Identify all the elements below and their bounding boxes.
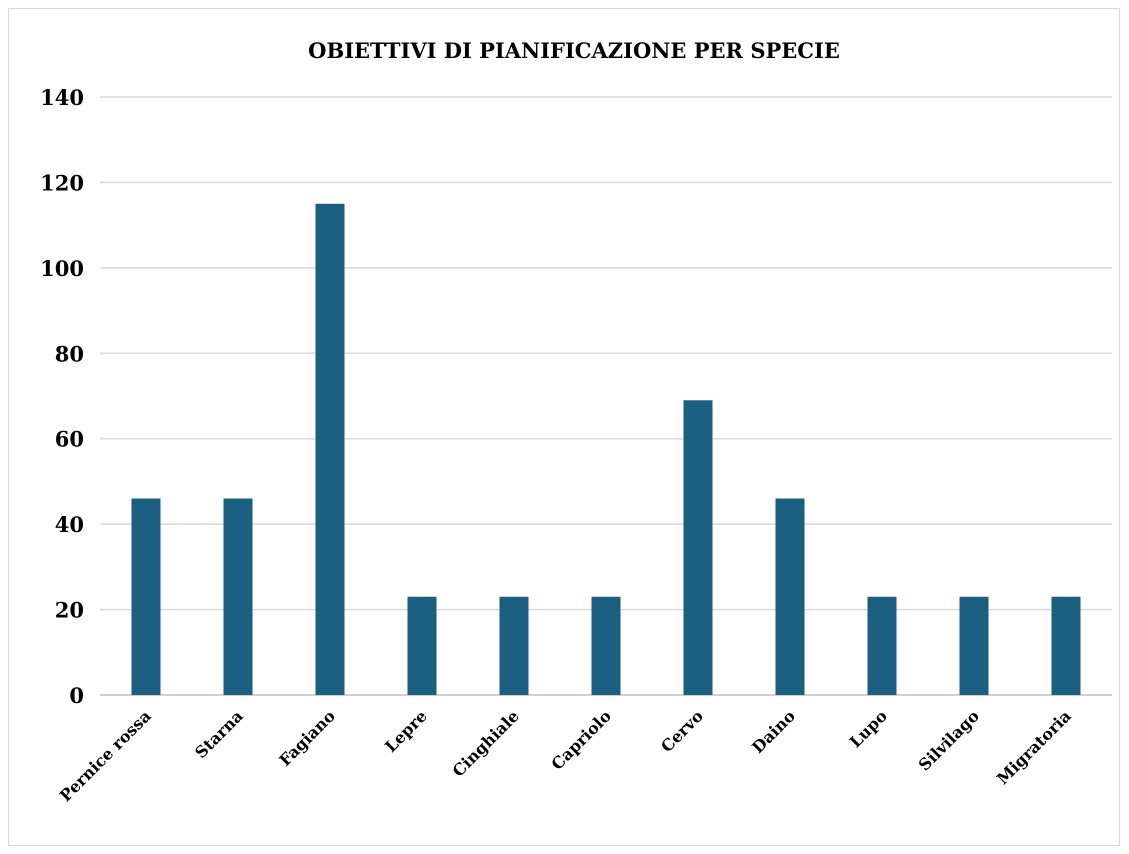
bar bbox=[315, 203, 345, 696]
x-tick-label: Daino bbox=[748, 706, 799, 757]
x-tick-label: Cervo bbox=[657, 706, 707, 756]
x-tick-label: Capriolo bbox=[547, 706, 615, 774]
bar bbox=[1051, 596, 1081, 695]
bar bbox=[591, 596, 621, 695]
bar bbox=[407, 596, 437, 695]
bar bbox=[959, 596, 989, 695]
x-tick-label: Fagiano bbox=[275, 706, 339, 770]
y-tick-label: 40 bbox=[55, 512, 84, 537]
gridlines bbox=[100, 96, 1112, 696]
y-tick-label: 60 bbox=[55, 427, 84, 452]
x-tick-label: Lupo bbox=[846, 706, 891, 751]
bar bbox=[223, 498, 253, 695]
bar bbox=[683, 400, 713, 695]
bar bbox=[499, 596, 529, 695]
chart-title: OBIETTIVI DI PIANIFICAZIONE PER SPECIE bbox=[308, 38, 840, 63]
y-axis-ticks: 0 20 40 60 80 100 120 140 bbox=[40, 85, 84, 708]
x-tick-label: Cinghiale bbox=[449, 706, 523, 780]
x-tick-label: Pernice rossa bbox=[56, 706, 155, 805]
chart-frame bbox=[8, 8, 1120, 846]
bar bbox=[775, 498, 805, 695]
y-tick-label: 100 bbox=[40, 256, 84, 281]
x-tick-label: Starna bbox=[191, 706, 247, 762]
x-tick-label: Migratoria bbox=[993, 706, 1075, 788]
x-tick-label: Lepre bbox=[381, 706, 431, 756]
y-tick-label: 120 bbox=[40, 170, 84, 195]
y-tick-label: 140 bbox=[40, 85, 84, 110]
bars bbox=[131, 203, 1081, 696]
y-tick-label: 80 bbox=[55, 341, 84, 366]
y-tick-label: 0 bbox=[69, 683, 84, 708]
y-tick-label: 20 bbox=[55, 598, 84, 623]
x-tick-label: Silvilago bbox=[915, 706, 983, 774]
bar bbox=[867, 596, 897, 695]
x-axis-ticks: Pernice rossa Starna Fagiano Lepre Cinghiale… bbox=[56, 706, 1075, 805]
bar bbox=[131, 498, 161, 695]
